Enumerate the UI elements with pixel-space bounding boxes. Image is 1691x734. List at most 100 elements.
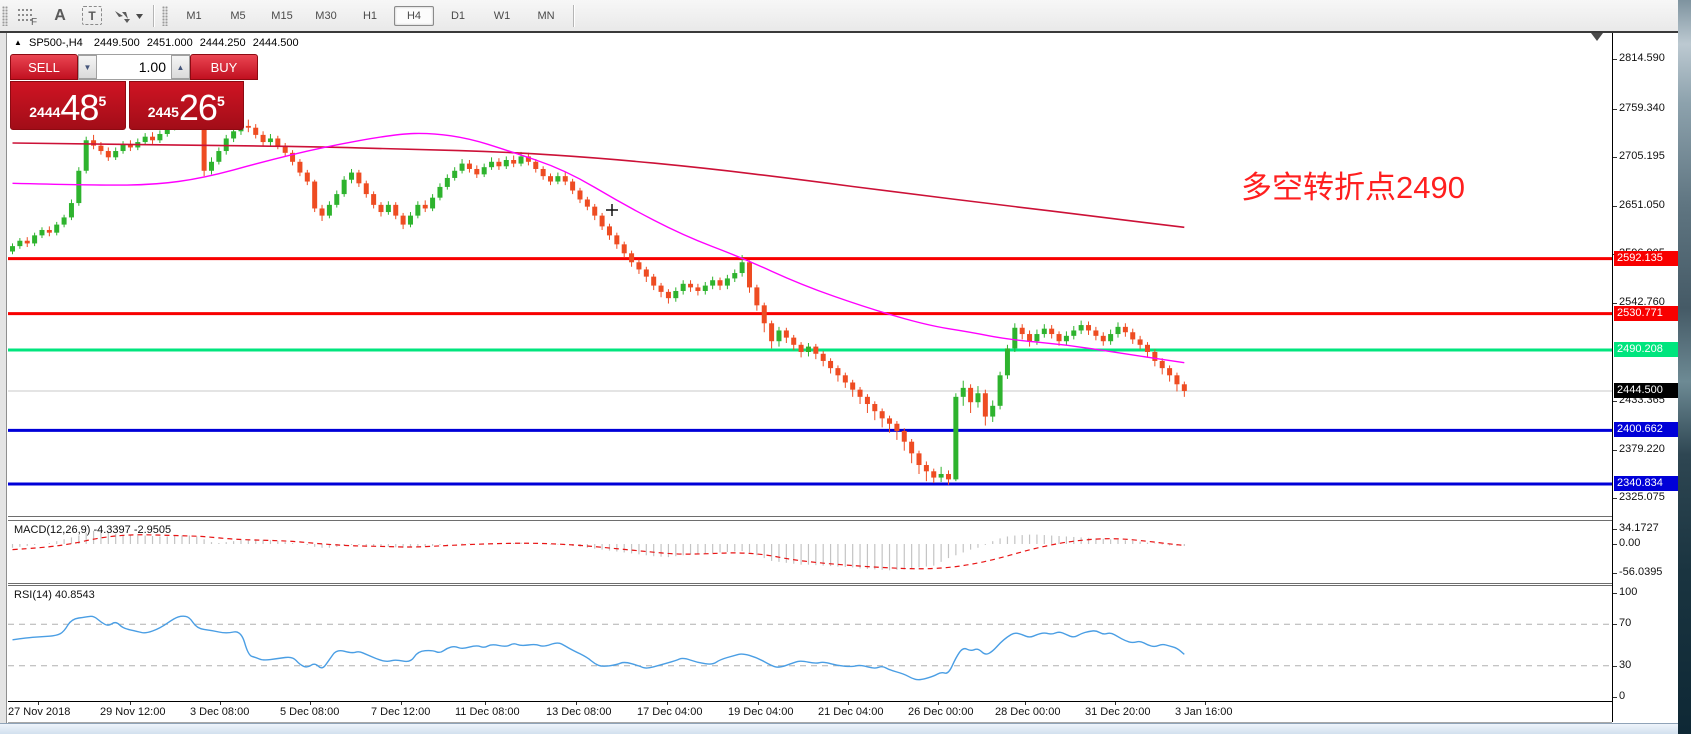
candle-body (1027, 334, 1033, 342)
candle-body (208, 161, 214, 171)
price-axis-label: 2814.590 (1619, 52, 1665, 64)
time-axis[interactable]: 27 Nov 2018 29 Nov 12:00 3 Dec 08:00 5 Dec … (8, 702, 1612, 723)
candle-body (643, 269, 649, 277)
candle-body (548, 176, 554, 182)
volume-increase-button[interactable]: ▲ (171, 55, 190, 79)
candle-body (46, 229, 52, 233)
buy-price-big: 26 (178, 87, 218, 128)
sell-price-big: 48 (60, 87, 99, 128)
sell-price-display[interactable]: 2444 48 5 (10, 81, 126, 130)
candle-body (290, 152, 296, 162)
main-chart-canvas[interactable] (8, 33, 1612, 516)
timeframe-button-m5[interactable]: M5 (230, 9, 246, 22)
window-bottom-edge (0, 723, 1691, 734)
price-axis-label: 2542.760 (1619, 296, 1665, 308)
candle-body (371, 194, 377, 205)
timeframe-drag-handle[interactable] (162, 5, 168, 26)
candle-body (422, 204, 428, 209)
candle-body (68, 203, 74, 218)
timeframe-button-h1[interactable]: H1 (362, 9, 378, 22)
candle-body (710, 280, 716, 286)
volume-decrease-button[interactable]: ▼ (78, 55, 97, 79)
candle-body (1137, 339, 1143, 345)
candle-body (680, 283, 686, 291)
candle-body (651, 276, 657, 286)
volume-stepper: ▼ ▲ (78, 54, 190, 80)
chart-text-annotation: 多空转折点2490 (1241, 170, 1465, 205)
arrow-objects-icon[interactable] (111, 4, 145, 28)
candle-body (253, 127, 259, 135)
price-axis-tick (1613, 303, 1617, 304)
timeframe-button-m30[interactable]: M30 (315, 9, 337, 22)
ohlc-close: 2444.500 (252, 37, 299, 49)
text-label-icon[interactable]: A (54, 6, 66, 24)
macd-indicator-canvas[interactable] (8, 521, 1612, 583)
sell-price-sup: 5 (98, 93, 107, 109)
buy-price-display[interactable]: 2445 26 5 (128, 81, 244, 130)
price-level-badge: 2490.208 (1614, 342, 1679, 358)
candle-body (813, 346, 819, 354)
candle-body (945, 473, 951, 480)
candle-body (997, 375, 1003, 406)
candle-body (17, 240, 23, 247)
cross-marker-icon[interactable] (606, 204, 618, 216)
rsi-indicator-canvas[interactable] (8, 586, 1612, 701)
sell-button[interactable]: SELL (10, 54, 78, 80)
candle-body (879, 411, 885, 419)
candle-body (1181, 384, 1187, 392)
candle-body (732, 273, 738, 279)
timeframe-button-w1[interactable]: W1 (493, 9, 511, 22)
price-axis-tick (1613, 573, 1617, 574)
fib-f-glyph: F (31, 17, 37, 26)
price-axis[interactable]: 2814.5902759.3402705.1952651.0502596.905… (1612, 33, 1679, 722)
price-axis-label: 2379.220 (1619, 442, 1665, 455)
timeframe-button-m1[interactable]: M1 (186, 9, 202, 22)
window-divider (0, 31, 1691, 33)
candle-body (901, 430, 907, 442)
toolbar-drag-handle[interactable] (2, 5, 8, 26)
fibonacci-tool-icon[interactable]: F (15, 4, 41, 28)
candle-body (982, 393, 988, 417)
time-axis-label: 27 Nov 2018 (8, 706, 71, 718)
candle-body (326, 204, 332, 216)
candle-body (518, 156, 524, 164)
candle-body (415, 204, 421, 216)
toolbar: F A T M1 M5 M15 M30 H1 H4 D1 W1 MN (0, 0, 1691, 32)
panel-splitter[interactable] (8, 583, 1612, 586)
candle-body (474, 168, 480, 175)
candle-body (1122, 326, 1128, 333)
time-axis-label: 17 Dec 04:00 (637, 706, 703, 718)
price-level-badge: 2444.500 (1614, 383, 1679, 399)
candle-body (503, 160, 509, 167)
candle-body (1012, 327, 1018, 349)
price-axis-tick (1613, 593, 1617, 594)
buy-button[interactable]: BUY (190, 54, 258, 80)
candle-body (260, 134, 266, 143)
timeframe-button-m15[interactable]: M15 (271, 9, 293, 22)
candle-body (231, 131, 237, 139)
time-axis-label: 3 Jan 16:00 (1175, 706, 1233, 718)
panel-splitter[interactable] (8, 516, 1612, 521)
candle-body (511, 160, 517, 164)
time-axis-label: 29 Nov 12:00 (100, 706, 166, 718)
timeframe-button-d1[interactable]: D1 (450, 9, 466, 22)
text-box-icon[interactable]: T (82, 6, 102, 25)
candle-body (1056, 334, 1062, 342)
scroll-to-end-marker[interactable] (1591, 33, 1603, 41)
collapse-triangle-icon[interactable]: ▲ (14, 38, 22, 47)
candle-body (393, 204, 399, 216)
time-axis-label: 11 Dec 08:00 (455, 706, 520, 718)
timeframe-button-mn[interactable]: MN (537, 9, 555, 22)
candle-body (990, 405, 996, 417)
time-axis-tick (1205, 702, 1206, 705)
candle-body (1049, 328, 1055, 335)
candle-body (452, 170, 458, 178)
candle-body (960, 387, 966, 397)
timeframe-button-h4[interactable]: H4 (394, 5, 434, 26)
candle-body (835, 368, 841, 376)
candle-body (533, 161, 539, 169)
volume-input[interactable] (97, 55, 171, 79)
candle-body (24, 240, 30, 244)
candle-body (592, 206, 598, 216)
candle-body (717, 280, 723, 286)
